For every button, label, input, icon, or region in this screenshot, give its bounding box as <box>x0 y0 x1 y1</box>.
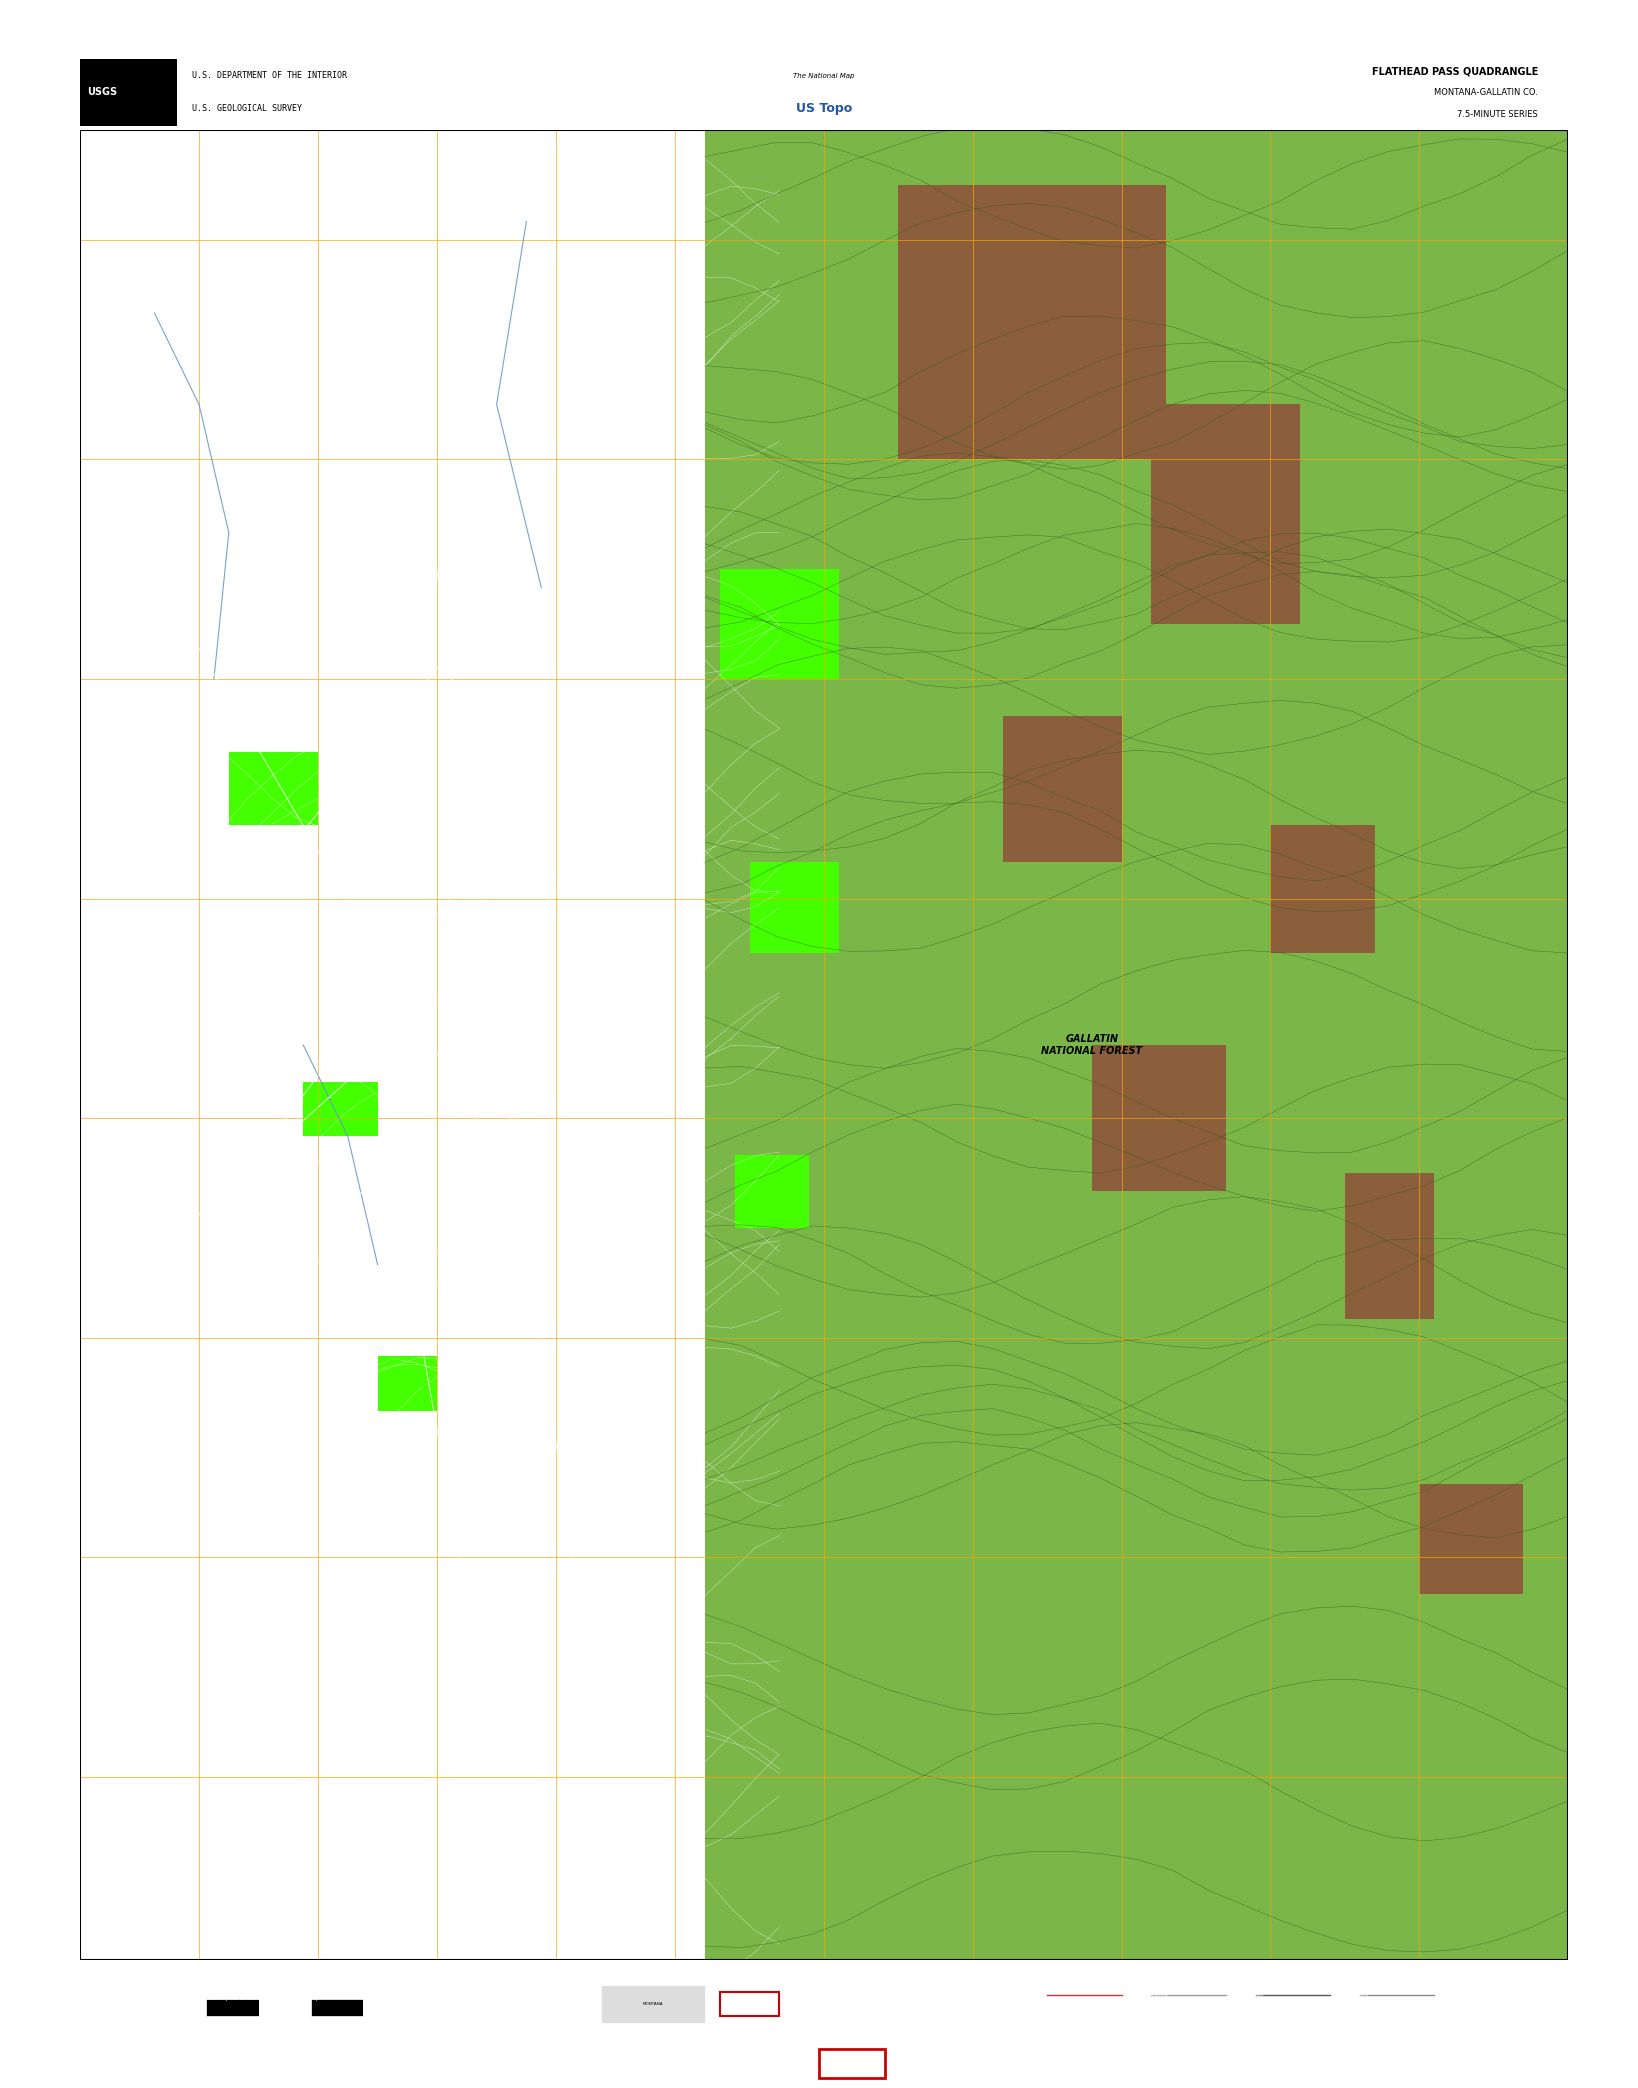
Bar <box>601 1984 704 2023</box>
Bar <box>311 1998 362 2017</box>
Text: U.S. DEPARTMENT OF THE INTERIOR: U.S. DEPARTMENT OF THE INTERIOR <box>192 71 347 81</box>
Bar <box>80 58 177 125</box>
Text: GALLATIN
NATIONAL FOREST: GALLATIN NATIONAL FOREST <box>1042 1034 1142 1057</box>
Bar <box>704 129 1568 1961</box>
Text: FLATHEAD PASS QUADRANGLE: FLATHEAD PASS QUADRANGLE <box>1373 67 1538 75</box>
Bar <box>1419 1485 1523 1593</box>
Text: ROAD CLASSIFICATION: ROAD CLASSIFICATION <box>860 1971 937 1977</box>
Bar <box>750 862 839 954</box>
Text: Produced by the United States Geological Survey: Produced by the United States Geological… <box>198 1996 319 2000</box>
Bar <box>1271 825 1374 954</box>
Bar <box>719 1992 780 2017</box>
Bar <box>1093 1044 1225 1192</box>
Bar <box>259 1998 311 2017</box>
Bar <box>719 570 839 679</box>
Bar <box>1345 1173 1433 1320</box>
Text: MONTANA: MONTANA <box>642 2002 663 2007</box>
Text: U.S. GEOLOGICAL SURVEY: U.S. GEOLOGICAL SURVEY <box>192 104 301 113</box>
Bar <box>362 1998 414 2017</box>
Bar <box>1002 716 1122 862</box>
Bar <box>154 1998 206 2017</box>
Text: Local Road: Local Road <box>1240 1994 1263 1996</box>
Bar <box>819 2048 885 2078</box>
Bar <box>206 1998 259 2017</box>
Bar <box>898 186 1166 459</box>
Text: SCALE 1:24 000: SCALE 1:24 000 <box>226 1973 292 1982</box>
Text: USGS: USGS <box>87 88 118 98</box>
Text: US Topo: US Topo <box>796 102 852 115</box>
Bar <box>378 1355 437 1411</box>
Text: MONTANA-GALLATIN CO.: MONTANA-GALLATIN CO. <box>1435 88 1538 96</box>
Bar <box>1152 405 1301 624</box>
Text: Other Road: Other Road <box>1345 1994 1368 1996</box>
Text: 4WD Route: 4WD Route <box>1450 1994 1473 1996</box>
Text: The National Map: The National Map <box>793 73 855 79</box>
Bar <box>303 1082 378 1136</box>
Bar <box>229 752 318 825</box>
Text: Local Connector: Local Connector <box>1137 1994 1170 1996</box>
Text: 7.5-MINUTE SERIES: 7.5-MINUTE SERIES <box>1458 111 1538 119</box>
Bar <box>735 1155 809 1228</box>
